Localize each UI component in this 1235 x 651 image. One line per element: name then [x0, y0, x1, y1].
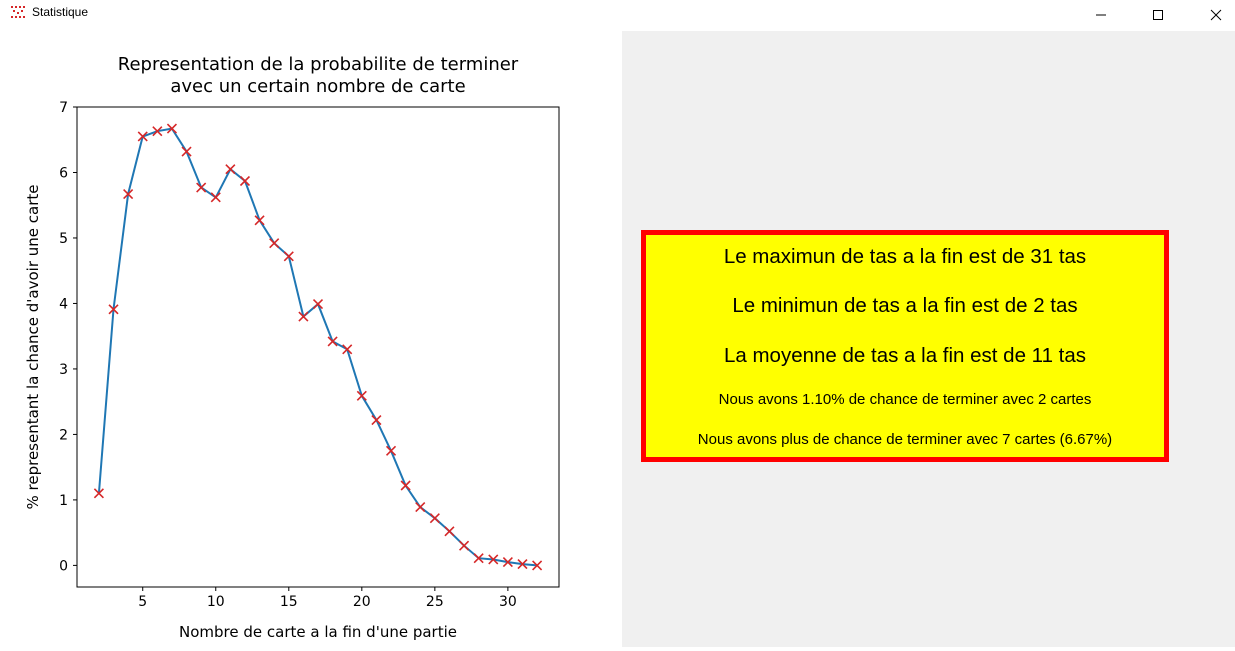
y-tick-label: 4 — [59, 296, 68, 312]
x-tick-label: 20 — [353, 594, 371, 610]
chance-stat-text: Nous avons 1.10% de chance de terminer a… — [718, 391, 1092, 408]
data-point-marker — [254, 215, 265, 226]
min-stat-text: Le minimun de tas a la fin est de 2 tas — [732, 294, 1078, 317]
minimize-button[interactable] — [1078, 0, 1124, 30]
data-point-marker — [152, 126, 163, 137]
title-bar: Statistique — [0, 0, 1235, 30]
data-point-marker — [532, 560, 543, 571]
max-stat-text: Le maximun de tas a la fin est de 31 tas — [723, 245, 1087, 268]
x-tick-label: 30 — [499, 594, 517, 610]
data-point-marker — [137, 131, 148, 142]
minimize-icon — [1096, 14, 1106, 16]
y-tick-label: 0 — [59, 558, 68, 574]
window-title: Statistique — [32, 5, 89, 19]
data-point-marker — [269, 238, 280, 249]
stats-panel: Le maximun de tas a la fin est de 31 tas… — [622, 31, 1235, 647]
data-point-marker — [181, 146, 192, 157]
data-point-marker — [444, 526, 455, 537]
data-point-marker — [356, 390, 367, 401]
chart-title-line: Representation de la probabilite de term… — [118, 54, 519, 75]
data-point-marker — [312, 299, 324, 310]
plot-frame — [76, 106, 560, 588]
data-point-marker — [225, 164, 236, 175]
data-point-marker — [196, 182, 207, 193]
data-point-marker — [488, 554, 499, 565]
close-button[interactable] — [1193, 0, 1235, 30]
y-tick-label: 1 — [59, 493, 68, 509]
app-icon — [11, 6, 25, 18]
data-point-marker — [342, 344, 353, 355]
maximize-button[interactable] — [1135, 0, 1181, 30]
data-point-marker — [210, 192, 221, 203]
x-tick-label: 15 — [280, 594, 298, 610]
data-point-marker — [517, 559, 528, 570]
x-tick-label: 5 — [138, 594, 147, 610]
data-point-marker — [371, 414, 382, 426]
data-point-marker — [93, 488, 104, 499]
data-point-marker — [458, 540, 470, 551]
y-tick-label: 2 — [59, 427, 68, 443]
y-tick-label: 5 — [59, 231, 68, 247]
y-tick-label: 3 — [59, 362, 68, 378]
data-point-marker — [385, 445, 397, 456]
x-axis-label: Nombre de carte a la fin d'une partie — [179, 623, 457, 641]
data-point-marker — [502, 557, 513, 568]
data-point-marker — [429, 513, 440, 524]
data-point-marker — [415, 502, 426, 513]
x-tick-label: 10 — [207, 594, 225, 610]
y-axis-label: % representant la chance d'avoir une car… — [24, 185, 42, 510]
maximize-icon — [1153, 10, 1163, 20]
data-point-marker — [400, 480, 411, 491]
chart-title-line: avec un certain nombre de carte — [170, 76, 465, 97]
data-point-marker — [166, 123, 178, 134]
data-point-marker — [327, 336, 338, 347]
mean-stat-text: La moyenne de tas a la fin est de 11 tas — [723, 344, 1087, 367]
y-tick-label: 7 — [59, 100, 68, 116]
close-icon — [1210, 9, 1222, 21]
plot-panel: Representation de la probabilite de term… — [0, 31, 622, 647]
data-point-marker — [123, 189, 134, 200]
data-point-marker — [283, 251, 294, 262]
series-line — [97, 127, 538, 567]
y-tick-label: 6 — [59, 165, 68, 181]
data-point-marker — [108, 304, 119, 315]
data-point-marker — [473, 553, 484, 564]
data-point-marker — [298, 311, 309, 322]
x-tick-label: 25 — [426, 594, 444, 610]
best-stat-text: Nous avons plus de chance de terminer av… — [697, 431, 1113, 448]
probability-chart: Representation de la probabilite de term… — [24, 54, 560, 641]
data-point-marker — [239, 175, 251, 187]
stats-box: Le maximun de tas a la fin est de 31 tas… — [641, 230, 1169, 462]
